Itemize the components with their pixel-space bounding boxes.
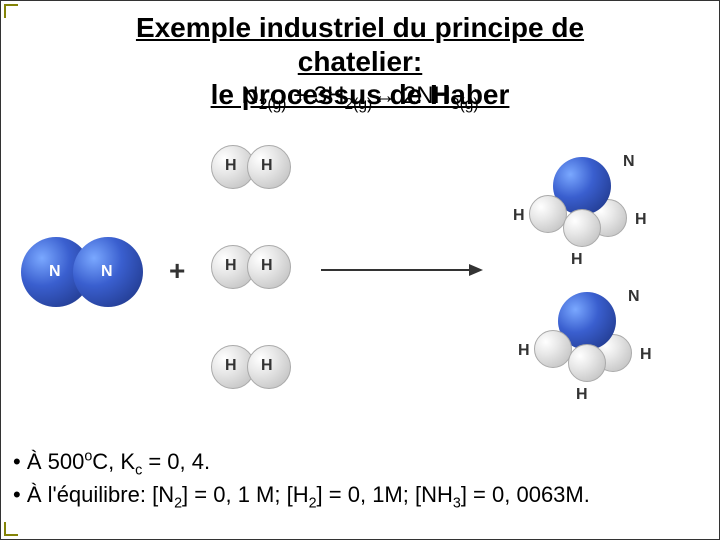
atom-label-h: H	[640, 346, 652, 364]
reaction-diagram: N N + H H H H H H N H H H N	[1, 137, 719, 407]
bottom-line2: • À l'équilibre: [N2] = 0, 1 M; [H2] = 0…	[13, 480, 590, 514]
atom-label-h: H	[513, 207, 525, 225]
plus-sign: +	[169, 255, 185, 287]
equation-overlay: N2(g) + 3H2(g)↔ 2NH3(g)	[1, 82, 719, 115]
atom-label-h: H	[518, 342, 530, 360]
atom-label-n: N	[49, 263, 61, 281]
h-atom	[534, 330, 572, 368]
atom-label-n: N	[101, 263, 113, 281]
reaction-arrow	[321, 269, 471, 271]
corner-bl	[4, 522, 18, 536]
atom-label-n: N	[623, 153, 635, 171]
title-line1: Exemple industriel du principe de	[1, 11, 719, 45]
eq-nh3-sub: 3(g)	[451, 96, 479, 113]
h-atom	[568, 344, 606, 382]
atom-label-h: H	[225, 257, 237, 275]
eq-n2: N	[241, 82, 258, 109]
atom-label-h: H	[261, 157, 273, 175]
h-atom	[563, 209, 601, 247]
eq-arrow: ↔ 2NH	[372, 82, 451, 109]
atom-label-h: H	[225, 157, 237, 175]
eq-n2-sub: 2(g)	[259, 96, 287, 113]
eq-h2-sub: 2(g)	[344, 96, 372, 113]
atom-label-h: H	[571, 251, 583, 269]
bottom-line1: • À 500oC, Kc = 0, 4.	[13, 447, 590, 481]
h-atom	[529, 195, 567, 233]
atom-label-h: H	[576, 386, 588, 404]
slide-title: Exemple industriel du principe de chatel…	[1, 1, 719, 112]
title-line2: chatelier:	[1, 45, 719, 79]
atom-label-h: H	[225, 357, 237, 375]
atom-label-h: H	[635, 211, 647, 229]
eq-plus: + 3H	[286, 82, 344, 109]
atom-label-h: H	[261, 257, 273, 275]
atom-label-n: N	[628, 288, 640, 306]
reaction-arrow-head	[469, 264, 483, 276]
atom-label-h: H	[261, 357, 273, 375]
corner-tl	[4, 4, 18, 18]
bottom-text: • À 500oC, Kc = 0, 4. • À l'équilibre: […	[13, 447, 590, 514]
